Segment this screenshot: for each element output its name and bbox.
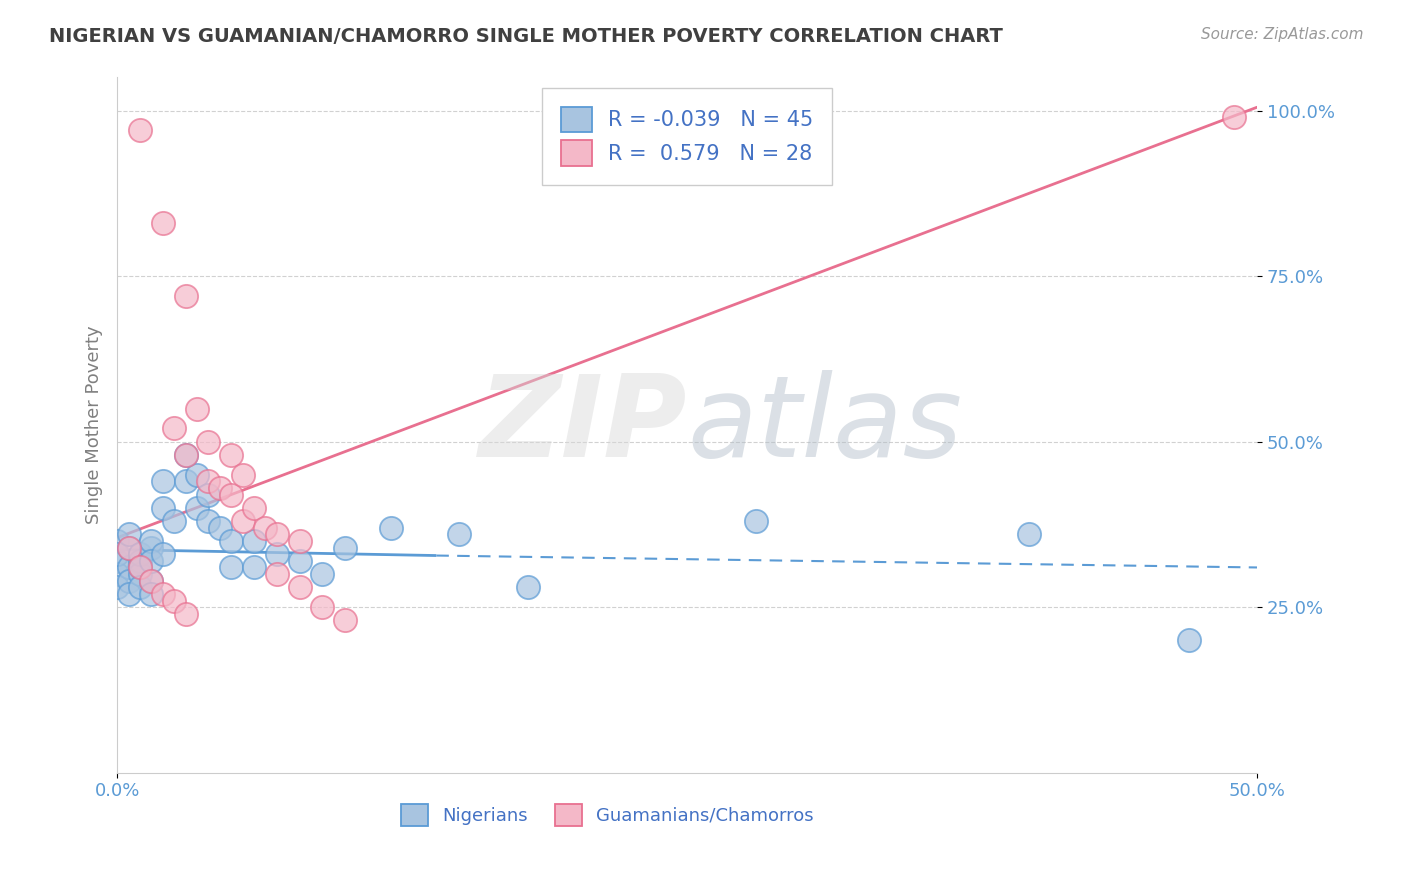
Point (163, 514, 186, 528)
Point (141, 574, 163, 588)
Point (197, 434, 219, 449)
Point (141, 587, 163, 601)
Point (105, 580, 128, 594)
Point (129, 567, 152, 582)
Y-axis label: Single Mother Poverty: Single Mother Poverty (86, 326, 103, 524)
Point (311, 567, 333, 582)
Point (129, 560, 152, 574)
Point (186, 467, 208, 482)
Point (105, 554, 128, 568)
Point (129, 547, 152, 561)
Point (232, 514, 254, 528)
Point (243, 560, 266, 574)
Point (174, 448, 197, 462)
Point (152, 547, 174, 561)
Point (152, 500, 174, 515)
Point (117, 527, 139, 541)
Point (243, 533, 266, 548)
Point (105, 533, 128, 548)
Point (174, 475, 197, 489)
Point (174, 607, 197, 621)
Point (174, 289, 197, 303)
Point (449, 527, 471, 541)
Text: Source: ZipAtlas.com: Source: ZipAtlas.com (1201, 27, 1364, 42)
Point (1018, 527, 1040, 541)
Point (197, 514, 219, 528)
Point (219, 560, 242, 574)
Point (117, 541, 139, 555)
Point (1223, 110, 1246, 124)
Point (219, 533, 242, 548)
Point (219, 488, 242, 502)
Point (333, 614, 356, 628)
Text: NIGERIAN VS GUAMANIAN/CHAMORRO SINGLE MOTHER POVERTY CORRELATION CHART: NIGERIAN VS GUAMANIAN/CHAMORRO SINGLE MO… (49, 27, 1002, 45)
Point (266, 527, 288, 541)
Point (152, 475, 174, 489)
Point (105, 567, 128, 582)
Point (197, 488, 219, 502)
Point (141, 533, 163, 548)
Point (117, 560, 139, 574)
Point (1177, 633, 1199, 648)
Point (117, 541, 139, 555)
Point (152, 216, 174, 230)
Legend: Nigerians, Guamanians/Chamorros: Nigerians, Guamanians/Chamorros (394, 797, 821, 833)
Point (232, 467, 254, 482)
Text: ZIP: ZIP (478, 369, 688, 481)
Point (380, 521, 402, 535)
Point (333, 541, 356, 555)
Text: atlas: atlas (688, 369, 962, 481)
Point (141, 554, 163, 568)
Point (129, 123, 152, 137)
Point (219, 448, 242, 462)
Point (254, 521, 277, 535)
Point (163, 593, 186, 607)
Point (141, 541, 163, 555)
Point (163, 421, 186, 435)
Point (516, 580, 538, 594)
Point (744, 514, 766, 528)
Point (311, 600, 333, 615)
Point (266, 547, 288, 561)
Point (117, 587, 139, 601)
Point (174, 448, 197, 462)
Point (129, 560, 152, 574)
Point (129, 554, 152, 568)
Point (288, 580, 311, 594)
Point (152, 587, 174, 601)
Point (186, 500, 208, 515)
Point (141, 574, 163, 588)
Point (208, 521, 231, 535)
Point (197, 475, 219, 489)
Point (288, 554, 311, 568)
Point (243, 500, 266, 515)
Point (288, 533, 311, 548)
Point (129, 580, 152, 594)
Point (105, 547, 128, 561)
Point (208, 481, 231, 495)
Point (186, 401, 208, 416)
Point (117, 574, 139, 588)
Point (266, 567, 288, 582)
